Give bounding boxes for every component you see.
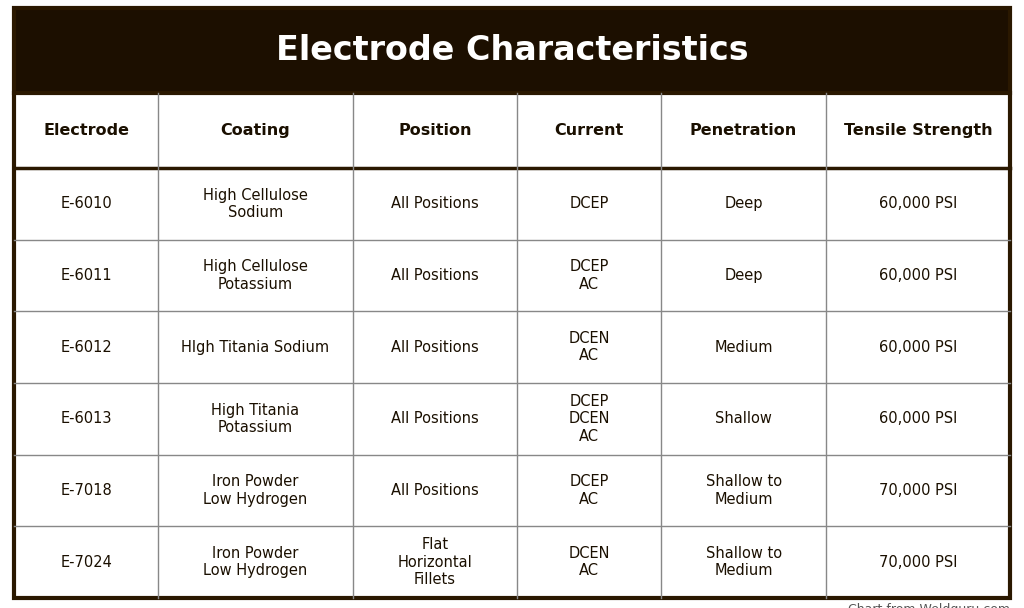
Text: Shallow: Shallow [715, 412, 772, 426]
Text: DCEP
AC: DCEP AC [569, 474, 609, 506]
Text: All Positions: All Positions [391, 196, 478, 212]
Text: Deep: Deep [724, 268, 763, 283]
Text: All Positions: All Positions [391, 483, 478, 498]
Text: Position: Position [398, 123, 472, 138]
Text: Coating: Coating [220, 123, 291, 138]
Text: Penetration: Penetration [690, 123, 798, 138]
Text: High Cellulose
Potassium: High Cellulose Potassium [203, 259, 308, 292]
Text: HIgh Titania Sodium: HIgh Titania Sodium [181, 340, 330, 354]
Text: Chart from Weldguru.com: Chart from Weldguru.com [848, 603, 1010, 608]
Text: All Positions: All Positions [391, 340, 478, 354]
Text: 60,000 PSI: 60,000 PSI [879, 412, 957, 426]
Text: Medium: Medium [715, 340, 773, 354]
Text: All Positions: All Positions [391, 268, 478, 283]
Text: Shallow to
Medium: Shallow to Medium [706, 474, 781, 506]
Text: 70,000 PSI: 70,000 PSI [879, 554, 957, 570]
Text: E-7024: E-7024 [60, 554, 113, 570]
Text: Electrode: Electrode [43, 123, 129, 138]
Text: All Positions: All Positions [391, 412, 478, 426]
Text: Flat
Horizontal
Fillets: Flat Horizontal Fillets [397, 537, 472, 587]
Text: 60,000 PSI: 60,000 PSI [879, 196, 957, 212]
Text: DCEP
DCEN
AC: DCEP DCEN AC [568, 394, 610, 444]
Text: Current: Current [555, 123, 624, 138]
Text: Iron Powder
Low Hydrogen: Iron Powder Low Hydrogen [204, 474, 307, 506]
Text: Shallow to
Medium: Shallow to Medium [706, 546, 781, 578]
Text: High Titania
Potassium: High Titania Potassium [212, 402, 300, 435]
Text: Deep: Deep [724, 196, 763, 212]
Bar [14, 8, 1010, 93]
Text: E-6012: E-6012 [60, 340, 112, 354]
Text: Tensile Strength: Tensile Strength [844, 123, 992, 138]
Text: DCEP: DCEP [569, 196, 609, 212]
Text: DCEP
AC: DCEP AC [569, 259, 609, 292]
Text: E-7018: E-7018 [60, 483, 112, 498]
Text: 60,000 PSI: 60,000 PSI [879, 340, 957, 354]
Text: DCEN
AC: DCEN AC [568, 546, 610, 578]
Text: E-6013: E-6013 [60, 412, 112, 426]
Text: E-6011: E-6011 [60, 268, 112, 283]
Text: High Cellulose
Sodium: High Cellulose Sodium [203, 188, 308, 220]
Text: Iron Powder
Low Hydrogen: Iron Powder Low Hydrogen [204, 546, 307, 578]
Text: Electrode Characteristics: Electrode Characteristics [275, 34, 749, 67]
Text: 70,000 PSI: 70,000 PSI [879, 483, 957, 498]
Text: DCEN
AC: DCEN AC [568, 331, 610, 364]
Text: 60,000 PSI: 60,000 PSI [879, 268, 957, 283]
Text: E-6010: E-6010 [60, 196, 112, 212]
